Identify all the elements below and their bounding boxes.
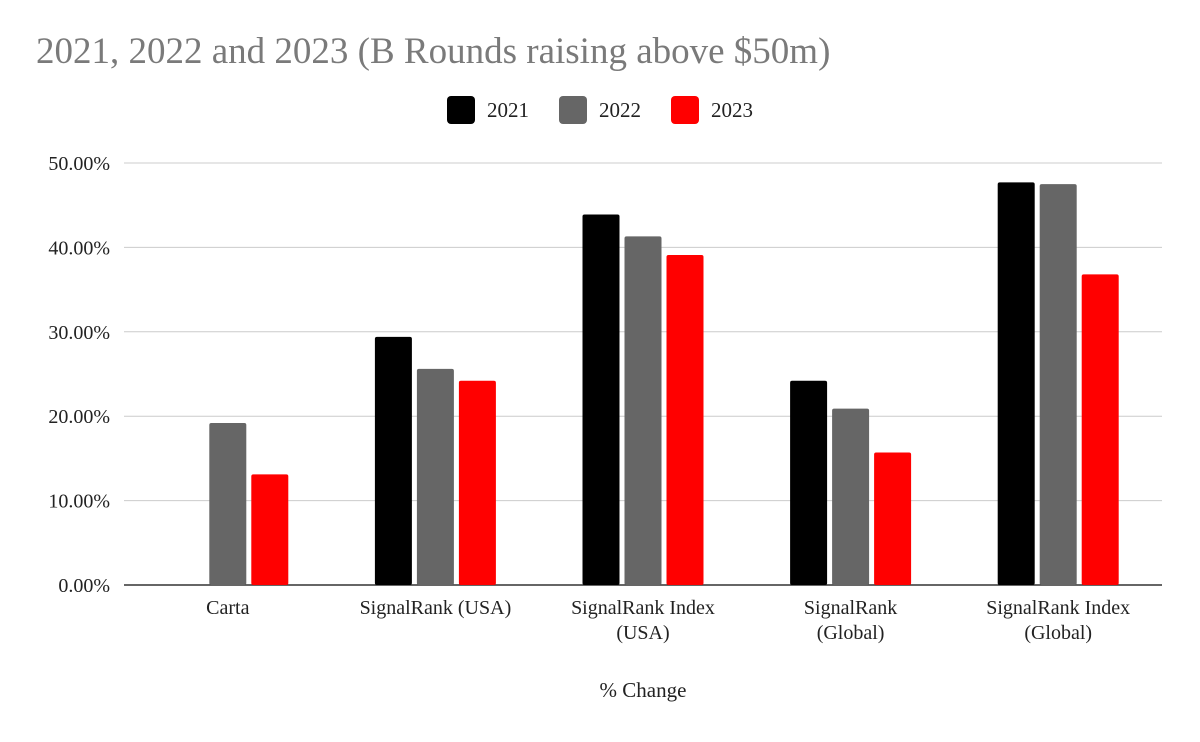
chart-title: 2021, 2022 and 2023 (B Rounds raising ab…: [36, 31, 831, 72]
y-tick-label: 10.00%: [48, 491, 110, 513]
bar-2022: [416, 368, 454, 585]
x-tick-label: (Global): [1024, 622, 1092, 644]
x-tick-label: SignalRank (USA): [360, 597, 512, 619]
bar-2021: [997, 182, 1035, 586]
bar-2023: [874, 452, 912, 585]
y-tick-label: 30.00%: [48, 322, 110, 344]
chart-legend: 2021 2022 2023: [0, 96, 1200, 124]
bar-2023: [458, 380, 496, 585]
legend-item-2022: 2022: [559, 96, 641, 124]
y-tick-label: 50.00%: [48, 153, 110, 175]
bar-2021: [582, 214, 620, 585]
bar-2022: [832, 408, 870, 585]
legend-label-2022: 2022: [599, 97, 641, 122]
legend-item-2023: 2023: [671, 96, 753, 124]
x-tick-label: SignalRank: [804, 597, 897, 619]
bar-2021: [790, 380, 828, 585]
legend-swatch-2022: [559, 96, 587, 124]
bar-2023: [251, 474, 289, 585]
y-tick-label: 20.00%: [48, 406, 110, 428]
y-tick-label: 40.00%: [48, 237, 110, 259]
x-tick-label: (USA): [616, 622, 669, 644]
legend-label-2021: 2021: [487, 97, 529, 122]
legend-item-2021: 2021: [447, 96, 529, 124]
x-tick-label: Carta: [206, 597, 249, 619]
legend-swatch-2023: [671, 96, 699, 124]
x-tick-label: (Global): [817, 622, 885, 644]
bar-2022: [624, 236, 662, 586]
x-axis-title: % Change: [599, 678, 687, 702]
x-tick-label: SignalRank Index: [986, 597, 1130, 619]
bar-2022: [1039, 184, 1077, 585]
bar-2021: [374, 336, 412, 585]
bar-2023: [1081, 274, 1119, 585]
x-tick-label: SignalRank Index: [571, 597, 715, 619]
bar-2023: [666, 254, 704, 585]
legend-label-2023: 2023: [711, 97, 753, 122]
bar-2022: [209, 422, 247, 585]
y-tick-label: 0.00%: [58, 575, 110, 597]
legend-swatch-2021: [447, 96, 475, 124]
